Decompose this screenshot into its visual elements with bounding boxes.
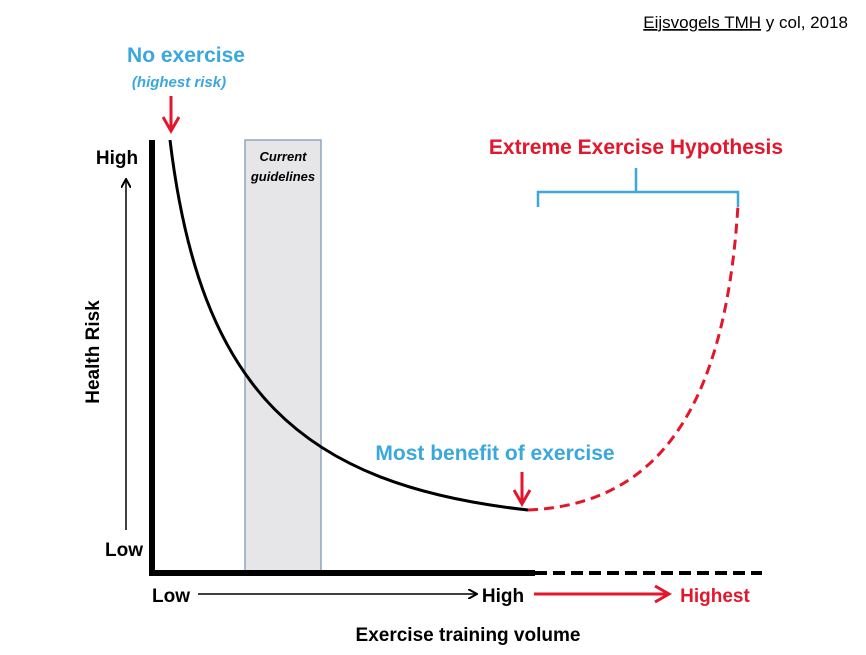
y-axis-low: Low — [105, 540, 143, 561]
x-axis-highest: Highest — [680, 586, 750, 607]
risk-curve — [168, 139, 529, 512]
extreme-exercise-label: Extreme Exercise Hypothesis — [489, 136, 783, 159]
x-axis-high: High — [482, 586, 524, 607]
extreme-risk-curve — [527, 204, 740, 512]
no-exercise-label: No exercise — [127, 44, 245, 67]
guidelines-label-line2: guidelines — [250, 169, 315, 184]
extreme-bracket — [536, 168, 740, 207]
x-axis-low: Low — [152, 586, 190, 607]
guidelines-label-line1: Current — [260, 149, 308, 164]
x-axis-title: Exercise training volume — [356, 625, 581, 646]
citation-rest: y col, 2018 — [761, 13, 848, 32]
y-axis-high: High — [96, 148, 138, 169]
no-exercise-subtitle: (highest risk) — [132, 74, 226, 91]
citation: Eijsvogels TMH y col, 2018 — [643, 13, 848, 32]
citation-authors: Eijsvogels TMH — [643, 13, 761, 32]
y-axis-title: Health Risk — [83, 300, 104, 404]
most-benefit-label: Most benefit of exercise — [375, 442, 614, 465]
current-guidelines-box — [244, 139, 322, 573]
